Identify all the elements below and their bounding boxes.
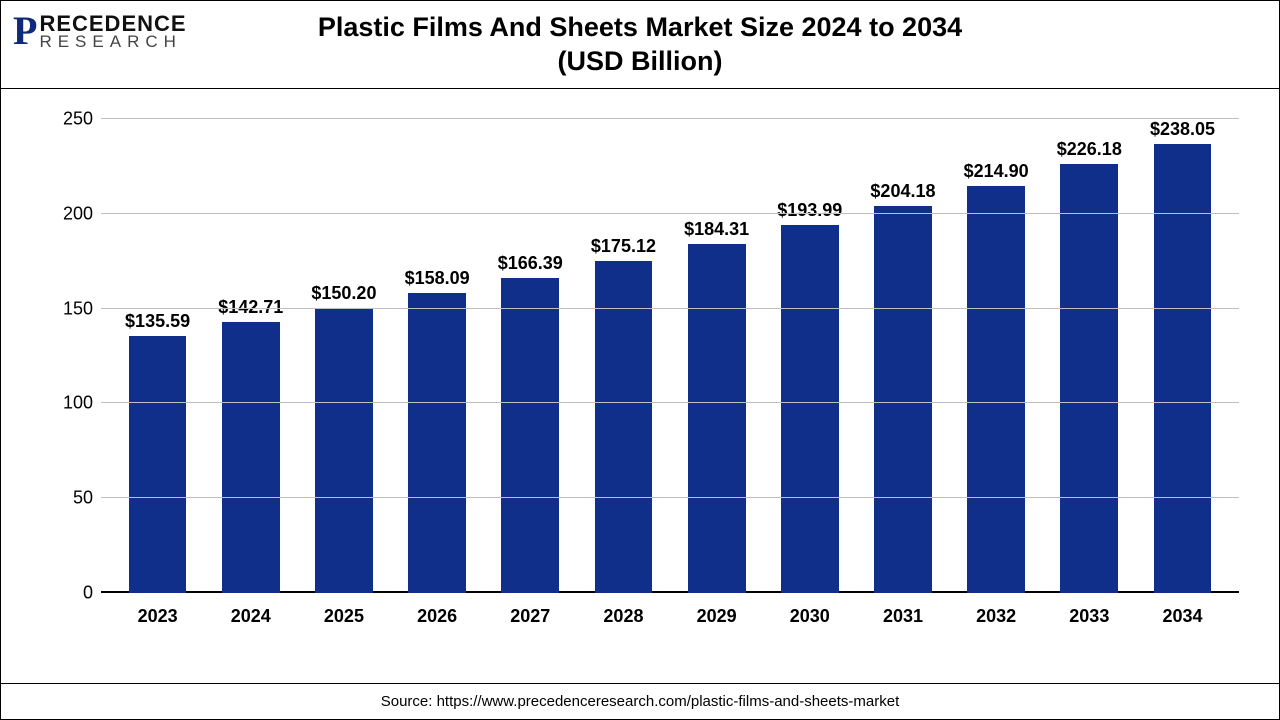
bar <box>781 225 839 593</box>
bar-slot: $238.05 <box>1136 119 1229 593</box>
bar-value-label: $204.18 <box>870 181 935 202</box>
x-axis-labels: 2023202420252026202720282029203020312032… <box>101 606 1239 627</box>
bar-value-label: $166.39 <box>498 253 563 274</box>
bar <box>408 293 466 593</box>
grid-line <box>101 213 1239 214</box>
bar-slot: $142.71 <box>204 119 297 593</box>
source-citation: Source: https://www.precedenceresearch.c… <box>1 683 1279 719</box>
bar <box>1060 164 1118 593</box>
grid-line <box>101 402 1239 403</box>
bar-slot: $204.18 <box>856 119 949 593</box>
x-axis-label: 2033 <box>1043 606 1136 627</box>
logo-mark: P <box>13 11 37 51</box>
x-axis-label: 2027 <box>484 606 577 627</box>
bar-slot: $166.39 <box>484 119 577 593</box>
y-tick-label: 150 <box>53 298 93 319</box>
x-axis-label: 2030 <box>763 606 856 627</box>
bar <box>129 336 187 593</box>
y-tick-label: 200 <box>53 203 93 224</box>
x-axis-label: 2023 <box>111 606 204 627</box>
bar <box>1154 144 1212 593</box>
bar <box>222 322 280 593</box>
chart-title-line1: Plastic Films And Sheets Market Size 202… <box>318 11 962 45</box>
bar-value-label: $175.12 <box>591 236 656 257</box>
chart-title-line2: (USD Billion) <box>318 45 962 79</box>
y-tick-label: 250 <box>53 109 93 130</box>
grid-line <box>101 497 1239 498</box>
x-axis-label: 2032 <box>950 606 1043 627</box>
y-tick-label: 50 <box>53 488 93 509</box>
bar-slot: $175.12 <box>577 119 670 593</box>
bar-slot: $184.31 <box>670 119 763 593</box>
bar-value-label: $150.20 <box>311 283 376 304</box>
chart-area: $135.59 $142.71 $150.20 $158.09 $166.39 $175.… <box>1 89 1279 683</box>
logo-text-line2: RESEARCH <box>39 33 186 51</box>
x-axis-label: 2028 <box>577 606 670 627</box>
x-axis-label: 2029 <box>670 606 763 627</box>
chart-title: Plastic Films And Sheets Market Size 202… <box>318 11 962 79</box>
bar-value-label: $238.05 <box>1150 119 1215 140</box>
bar-slot: $193.99 <box>763 119 856 593</box>
header-row: P RECEDENCE RESEARCH Plastic Films And S… <box>1 1 1279 89</box>
bar-value-label: $158.09 <box>405 268 470 289</box>
grid-line <box>101 308 1239 309</box>
bar-slot: $158.09 <box>391 119 484 593</box>
bar-value-label: $226.18 <box>1057 139 1122 160</box>
x-axis-label: 2031 <box>856 606 949 627</box>
x-axis-label: 2034 <box>1136 606 1229 627</box>
x-axis-label: 2026 <box>391 606 484 627</box>
bar <box>501 278 559 593</box>
bar <box>315 308 373 593</box>
bar-value-label: $193.99 <box>777 200 842 221</box>
bars-group: $135.59 $142.71 $150.20 $158.09 $166.39 $175.… <box>101 119 1239 593</box>
bar-value-label: $214.90 <box>964 161 1029 182</box>
plot-region: $135.59 $142.71 $150.20 $158.09 $166.39 $175.… <box>101 119 1239 593</box>
bar-value-label: $184.31 <box>684 219 749 240</box>
x-axis-label: 2025 <box>297 606 390 627</box>
bar <box>595 261 653 593</box>
brand-logo: P RECEDENCE RESEARCH <box>13 11 187 51</box>
bar-slot: $150.20 <box>297 119 390 593</box>
y-tick-label: 100 <box>53 393 93 414</box>
bar <box>874 206 932 593</box>
bar-slot: $135.59 <box>111 119 204 593</box>
y-tick-label: 0 <box>53 583 93 604</box>
x-axis-label: 2024 <box>204 606 297 627</box>
chart-container: P RECEDENCE RESEARCH Plastic Films And S… <box>0 0 1280 720</box>
bar-slot: $226.18 <box>1043 119 1136 593</box>
bar-slot: $214.90 <box>950 119 1043 593</box>
grid-line <box>101 118 1239 119</box>
bar <box>688 244 746 593</box>
bar <box>967 186 1025 593</box>
bar-value-label: $135.59 <box>125 311 190 332</box>
